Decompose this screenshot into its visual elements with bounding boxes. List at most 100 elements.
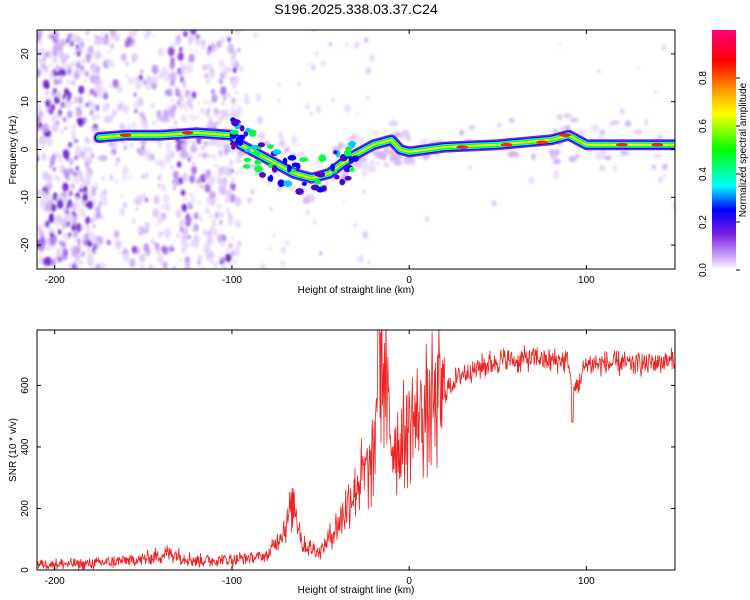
noise-blob xyxy=(164,153,172,164)
noise-blob xyxy=(41,191,47,200)
noise-blob xyxy=(223,96,227,101)
noise-blob xyxy=(268,246,272,251)
noise-blob xyxy=(41,153,47,161)
noise-blob xyxy=(575,154,581,159)
noise-blob xyxy=(175,209,182,219)
noise-blob xyxy=(594,153,603,161)
noise-blob xyxy=(71,60,76,67)
noise-blob xyxy=(637,66,640,70)
noise-blob xyxy=(129,258,136,268)
noise-blob xyxy=(67,232,72,238)
noise-blob xyxy=(199,217,203,222)
noise-blob xyxy=(82,193,89,202)
noise-blob xyxy=(176,161,182,168)
ridge-peak xyxy=(615,142,628,147)
noise-blob xyxy=(88,232,96,242)
noise-blob xyxy=(388,120,399,127)
noise-blob xyxy=(179,258,183,263)
ridge-speckle xyxy=(245,127,251,133)
noise-blob xyxy=(73,264,79,269)
noise-blob xyxy=(553,170,560,180)
noise-blob xyxy=(612,165,618,172)
noise-blob xyxy=(92,198,97,204)
noise-blob xyxy=(51,161,55,165)
noise-blob xyxy=(76,62,81,69)
noise-blob xyxy=(63,200,67,204)
noise-blob xyxy=(267,182,271,186)
noise-blob xyxy=(181,172,189,182)
noise-blob xyxy=(331,97,335,102)
noise-blob xyxy=(247,196,253,204)
noise-blob xyxy=(408,157,416,166)
noise-blob xyxy=(66,202,71,209)
noise-blob xyxy=(210,88,215,95)
noise-blob xyxy=(280,246,287,255)
noise-blob xyxy=(603,155,612,161)
noise-blob xyxy=(50,238,56,246)
noise-blob xyxy=(110,111,117,120)
ridge-speckle xyxy=(314,179,322,185)
noise-blob xyxy=(232,103,236,108)
ridge-speckle xyxy=(271,165,278,173)
noise-blob xyxy=(77,238,81,243)
noise-blob xyxy=(153,77,159,85)
noise-blob xyxy=(65,38,69,44)
noise-blob xyxy=(66,79,71,85)
noise-blob xyxy=(562,113,573,119)
noise-blob xyxy=(221,101,225,106)
noise-blob xyxy=(95,66,101,73)
noise-blob xyxy=(204,207,210,215)
noise-blob xyxy=(229,162,233,168)
noise-blob xyxy=(139,253,146,263)
noise-blob xyxy=(146,75,152,84)
noise-blob xyxy=(591,123,600,132)
noise-blob xyxy=(176,232,181,239)
ridge-speckle xyxy=(244,148,251,153)
ridge-speckle xyxy=(243,131,249,137)
noise-blob xyxy=(57,229,62,235)
noise-blob xyxy=(56,199,64,210)
noise-blob xyxy=(361,169,368,178)
noise-blob xyxy=(204,183,211,193)
noise-blob xyxy=(206,235,214,245)
noise-blob xyxy=(220,86,227,96)
noise-blob xyxy=(145,154,151,162)
noise-blob xyxy=(225,189,232,198)
x-tick-label: 100 xyxy=(578,576,595,587)
noise-blob xyxy=(162,194,170,204)
noise-blob xyxy=(203,173,209,181)
noise-blob xyxy=(92,223,96,229)
snr-x-ticks: -200 -100 0 100 xyxy=(45,330,595,587)
noise-blob xyxy=(92,213,99,221)
ridge-speckle xyxy=(238,134,246,141)
noise-blob xyxy=(151,239,156,245)
noise-blob xyxy=(367,259,371,265)
noise-blob xyxy=(239,66,244,73)
noise-blob xyxy=(79,207,85,217)
noise-blob xyxy=(230,186,234,190)
noise-blob xyxy=(393,160,402,166)
noise-blob xyxy=(218,78,223,85)
noise-blob xyxy=(558,43,562,47)
noise-blob xyxy=(56,91,62,99)
noise-blob xyxy=(361,162,370,170)
spectrogram-ridge xyxy=(93,117,675,195)
noise-blob xyxy=(65,102,71,110)
noise-blob xyxy=(284,146,290,153)
noise-blob xyxy=(237,48,240,52)
noise-blob xyxy=(202,63,208,72)
noise-blob xyxy=(85,30,90,36)
ridge-peak xyxy=(500,142,513,147)
noise-blob xyxy=(148,264,154,269)
noise-blob xyxy=(184,262,191,269)
noise-blob xyxy=(135,80,142,90)
noise-blob xyxy=(189,193,193,197)
noise-blob xyxy=(131,218,136,225)
noise-blob xyxy=(164,227,172,238)
noise-blob xyxy=(344,103,351,113)
noise-blob xyxy=(54,174,59,181)
noise-blob xyxy=(206,78,210,84)
noise-blob xyxy=(48,34,52,39)
noise-blob xyxy=(405,133,411,141)
noise-blob xyxy=(80,185,84,189)
